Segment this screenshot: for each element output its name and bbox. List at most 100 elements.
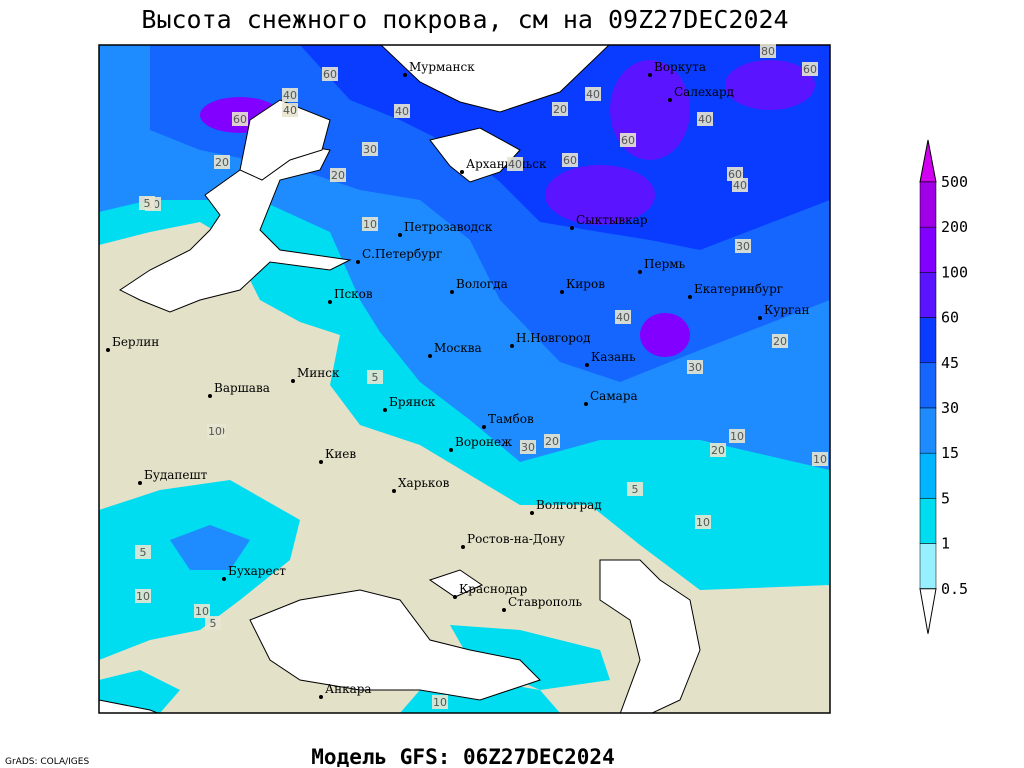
city-label: Краснодар [459, 582, 528, 596]
city-dot [585, 363, 589, 367]
legend-swatch [919, 272, 937, 318]
legend-swatch [919, 362, 937, 409]
contour-label-box [135, 589, 151, 603]
contour-label: 5 [627, 482, 643, 496]
city-label: Брянск [389, 395, 436, 409]
legend-label: 60 [941, 309, 959, 327]
contour-label: 40 [732, 178, 748, 192]
legend: 500 200 100 60 45 30 15 5 1 0.5 [919, 139, 968, 634]
city-label: Архангельск [466, 157, 547, 171]
snow-area [300, 45, 830, 250]
contour-label-text: 20 [773, 335, 787, 348]
legend-swatch [919, 181, 937, 228]
contour-label: 20 [544, 434, 560, 448]
contour-label-text: 30 [736, 240, 750, 253]
contour-label-box [520, 440, 536, 454]
city-dot [208, 394, 212, 398]
contour-label: 30 [362, 142, 378, 156]
contour-label-box [627, 482, 643, 496]
contour-label: 5 [139, 196, 155, 210]
contour-label: 20 [330, 168, 346, 182]
contour-label-box [322, 67, 338, 81]
contour-label-text: 10 [433, 696, 447, 709]
contour-label-box [282, 103, 298, 117]
contour-label: 20 [772, 334, 788, 348]
city-label: Москва [434, 341, 482, 355]
snow-area [170, 525, 250, 570]
contour-label-text: 20 [545, 435, 559, 448]
city-label: Курган [764, 303, 809, 317]
legend-swatch [919, 407, 937, 454]
contour-label-text: 20 [215, 156, 229, 169]
contour-label-text: 40 [283, 104, 297, 117]
contour-label-box [507, 157, 523, 171]
city-dot [648, 73, 652, 77]
snow-area [450, 625, 610, 690]
contour-label-text: 10 [696, 516, 710, 529]
title: Высота снежного покрова, см на 09Z27DEC2… [141, 5, 788, 34]
contour-label-text: 30 [521, 441, 535, 454]
contour-label: 10 [135, 589, 151, 603]
legend-label: 5 [941, 489, 950, 507]
city-label: Салехард [674, 85, 734, 99]
city-label: С.Петербург [362, 247, 442, 261]
legend-swatch [919, 317, 937, 364]
contour-label: 10 [207, 424, 223, 438]
contour-label-box [620, 133, 636, 147]
map [99, 45, 830, 713]
contour-label: 60 [562, 153, 578, 167]
legend-label: 1 [941, 535, 950, 553]
sea [249, 589, 541, 701]
model-caption: Модель GFS: 06Z27DEC2024 [311, 745, 614, 768]
contour-label-text: 10 [363, 218, 377, 231]
city-label: Киров [566, 277, 605, 291]
city-dot [570, 226, 574, 230]
contour-label-box [562, 153, 578, 167]
contour-label-text: 60 [323, 68, 337, 81]
contour-label: 10 [695, 515, 711, 529]
city-dot [106, 348, 110, 352]
city-label: Казань [591, 350, 636, 364]
contour-label: 40 [394, 104, 410, 118]
snow-area [545, 165, 655, 225]
contour-label-text: 5 [632, 483, 639, 496]
legend-label: 200 [941, 218, 968, 236]
city-label: Анкара [325, 682, 372, 696]
contour-label-box [735, 239, 751, 253]
contour-label: 40 [507, 157, 523, 171]
contour-label-text: 10 [208, 425, 222, 438]
contour-label-box [432, 695, 448, 709]
city-label: Мурманск [409, 60, 475, 74]
contour-label-box [207, 424, 223, 438]
city-label: Ставрополь [508, 595, 582, 609]
city-dot [291, 379, 295, 383]
contour-label-box [812, 452, 828, 466]
contour-label-box [330, 168, 346, 182]
contour-label-text: 40 [698, 113, 712, 126]
contour-label: 60 [727, 167, 743, 181]
city-dot [758, 316, 762, 320]
contour-label-box [394, 104, 410, 118]
contour-label-text: 40 [586, 88, 600, 101]
contour-label: 10 [194, 604, 210, 618]
sea [429, 127, 521, 183]
legend-arrow-bottom [919, 588, 937, 634]
map-labels: Мурманск Воркута Салехард Архангельск Сыктыв… [106, 44, 828, 709]
city-label: Варшава [214, 381, 270, 395]
city-dot [428, 354, 432, 358]
contour-label-text: 20 [711, 444, 725, 457]
city-label: Харьков [398, 476, 450, 490]
contour-label: 10 [362, 217, 378, 231]
contour-label: 30 [687, 360, 703, 374]
legend-label: 0.5 [941, 580, 968, 598]
city-dot [461, 545, 465, 549]
city-dot [450, 290, 454, 294]
contour-label: 30 [520, 440, 536, 454]
city-dot [453, 595, 457, 599]
contour-label-text: 40 [283, 89, 297, 102]
city-label: Берлин [112, 335, 159, 349]
contour-label-text: 40 [616, 311, 630, 324]
city-dot [482, 425, 486, 429]
contour-label: 10 [812, 452, 828, 466]
